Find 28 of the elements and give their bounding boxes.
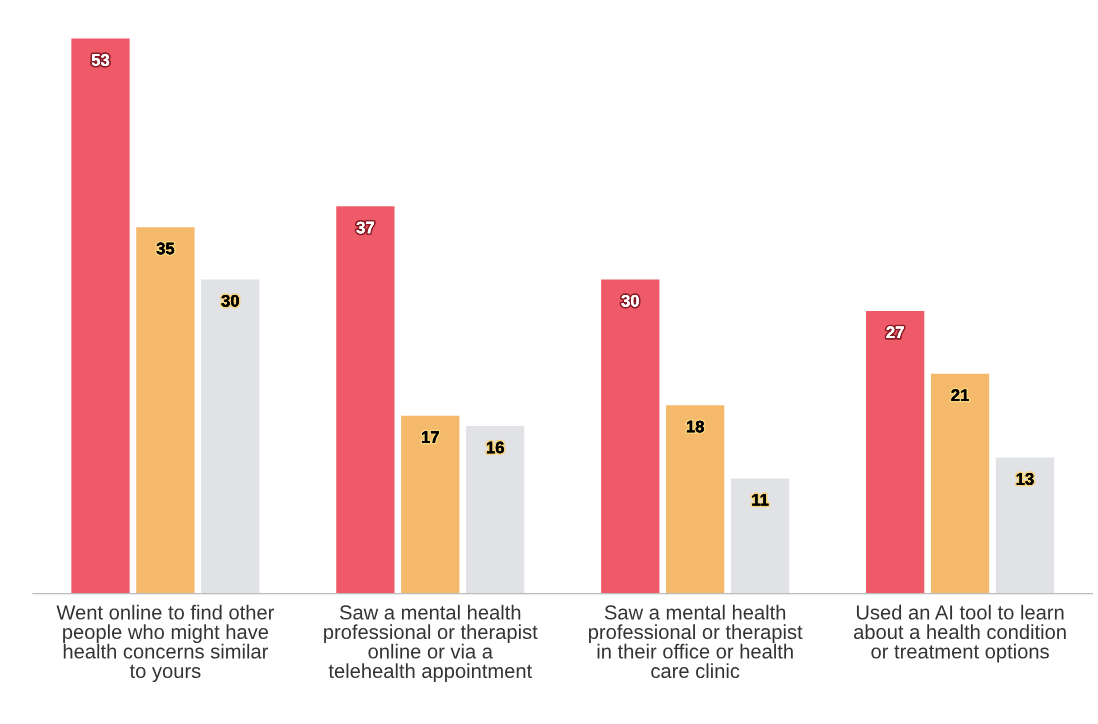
x-tick-label: Saw a mental health professional or therapist online or via a telehealth appointment [324,604,538,683]
bar [930,373,990,594]
data-label: 13 [1016,472,1034,485]
bar [136,227,195,594]
data-label: 35 [156,242,175,255]
x-tick-label: Saw a mental health professional or therapist in their office or health care clinic [589,604,803,679]
data-label: 37 [356,221,374,234]
bar [201,279,260,594]
data-label: 21 [951,389,969,401]
bar [336,206,395,594]
bar [601,279,660,594]
bar [466,426,525,594]
data-label: 17 [422,431,439,443]
data-label: 30 [621,294,639,307]
bar [71,38,130,594]
bar [866,310,925,594]
bar [995,457,1055,594]
bar [401,415,460,594]
data-label: 18 [686,420,704,433]
data-label: 16 [486,441,504,454]
data-label: 11 [752,494,769,506]
bar [666,405,725,594]
data-label: 53 [91,54,110,66]
x-tick-label: Went online to find other people who might have health concerns similar to yours [56,604,275,683]
data-label: 30 [221,294,239,307]
data-label: 27 [886,326,904,339]
x-tick-label: Used an AI tool to learn about a health condition or treatment options [853,604,1066,663]
bar [730,478,790,594]
